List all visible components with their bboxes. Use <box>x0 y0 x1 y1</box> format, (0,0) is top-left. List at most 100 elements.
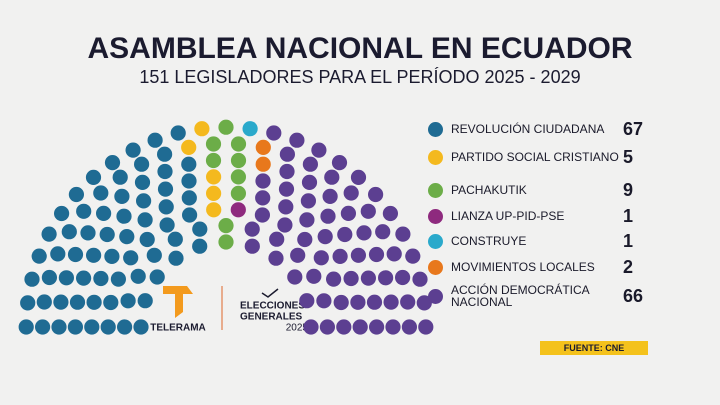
seat <box>147 132 163 148</box>
seat <box>218 218 234 234</box>
legend-label: ACCIÓN DEMOCRÁTICA NACIONAL <box>451 283 590 309</box>
seat <box>266 125 282 141</box>
party-seats <box>18 125 208 335</box>
seat <box>278 181 295 197</box>
seat <box>230 136 247 152</box>
legend-value: 2 <box>623 256 634 277</box>
legend-item: MOVIMIENTOS LOCALES 2 <box>428 255 668 279</box>
seat <box>382 205 398 222</box>
legend-swatch <box>428 149 443 165</box>
seat <box>54 205 70 222</box>
seat <box>303 319 319 335</box>
seat <box>230 169 246 185</box>
seat <box>134 174 151 190</box>
seat <box>116 208 132 224</box>
seat <box>352 319 368 335</box>
seat <box>167 231 183 247</box>
seat <box>268 250 284 266</box>
seat <box>125 142 141 158</box>
brand-text: TELERAMA <box>150 323 206 334</box>
seat <box>356 225 372 241</box>
seat <box>84 319 100 335</box>
seat <box>205 136 222 152</box>
chart-title: ASAMBLEA NACIONAL EN ECUADOR <box>87 32 632 65</box>
seat <box>61 224 77 240</box>
legend-swatch <box>428 182 443 198</box>
seat <box>311 142 327 158</box>
seat <box>230 185 246 201</box>
seat <box>350 294 366 310</box>
legend-swatch <box>428 288 443 304</box>
party-seats <box>181 121 222 218</box>
seat <box>289 132 305 148</box>
legend-value: 9 <box>623 179 634 200</box>
seat <box>337 226 353 243</box>
legend-label: PACHAKUTIK <box>451 183 527 197</box>
seat <box>333 294 349 311</box>
legend-value: 5 <box>623 146 634 167</box>
seat <box>120 293 136 309</box>
seat <box>340 205 356 221</box>
seat <box>93 185 109 201</box>
seat <box>297 231 313 248</box>
party-seats <box>242 121 258 137</box>
seat <box>412 271 428 287</box>
seat <box>182 207 198 223</box>
seat <box>401 319 417 335</box>
seat <box>104 248 120 264</box>
seat <box>255 173 271 189</box>
seat <box>157 181 174 197</box>
seat <box>114 188 130 204</box>
seat <box>159 217 175 233</box>
seat <box>137 293 153 309</box>
seat <box>255 156 271 172</box>
seat <box>192 221 208 237</box>
seat <box>418 319 434 335</box>
seat <box>255 190 271 206</box>
seat <box>360 270 376 286</box>
seat <box>326 271 342 287</box>
seat <box>168 250 184 266</box>
seat <box>205 152 222 169</box>
seat <box>53 294 69 310</box>
seat <box>375 224 391 240</box>
seat <box>192 238 208 254</box>
telerama-logo <box>163 286 193 318</box>
seat <box>149 269 165 285</box>
seat <box>350 247 366 263</box>
seat <box>80 225 96 241</box>
seat <box>117 319 133 335</box>
logo-text: ELECCIONES <box>240 301 305 312</box>
seat <box>218 119 234 135</box>
seat <box>68 186 84 203</box>
seat <box>322 188 338 204</box>
seat <box>369 319 385 335</box>
party-seats <box>205 119 247 250</box>
seat <box>103 294 119 311</box>
legend-swatch <box>428 259 443 275</box>
seat <box>76 270 92 286</box>
seat <box>119 229 135 245</box>
seat <box>133 319 149 335</box>
seat <box>35 319 51 335</box>
seat <box>93 270 109 287</box>
seat <box>301 174 318 190</box>
seat <box>300 193 316 209</box>
seat <box>51 319 67 335</box>
seat <box>255 139 271 155</box>
seat <box>194 121 210 137</box>
seat <box>385 319 401 335</box>
seat <box>112 169 128 185</box>
seat <box>279 163 295 180</box>
seat <box>299 212 315 228</box>
seat <box>100 319 116 335</box>
seat <box>76 203 92 219</box>
logo-text: GENERALES <box>240 312 303 323</box>
seat <box>41 226 57 242</box>
seat <box>170 125 186 141</box>
seat <box>386 246 402 262</box>
seat <box>277 217 293 233</box>
seat <box>50 246 66 262</box>
check-icon <box>261 288 279 298</box>
seat <box>96 205 112 221</box>
